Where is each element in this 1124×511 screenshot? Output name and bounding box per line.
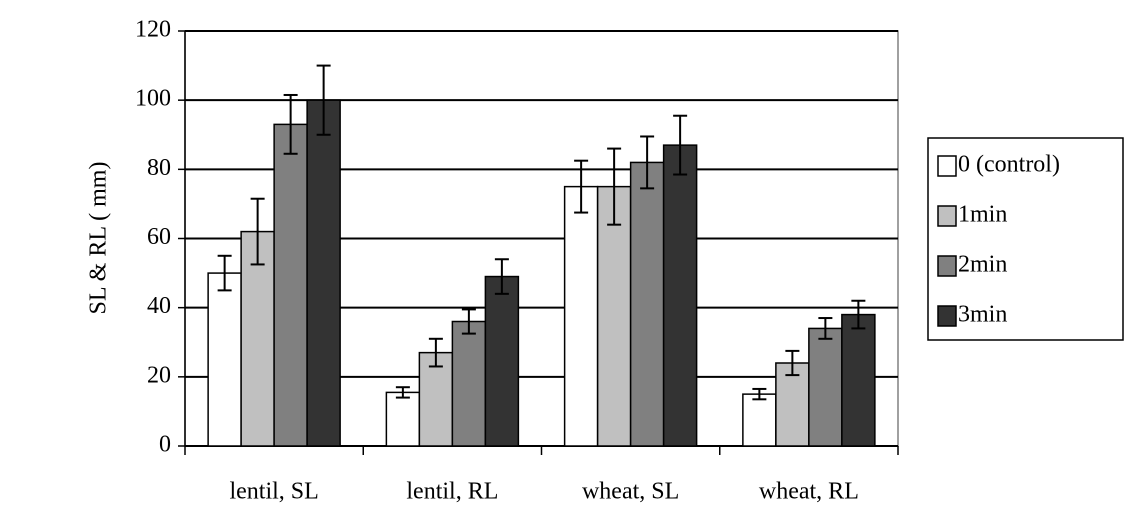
bar <box>451 320 487 447</box>
x-tick-label: wheat, RL <box>759 479 859 505</box>
legend-label: 2min <box>958 252 1007 278</box>
y-tick-label: 0 <box>159 432 171 458</box>
bar <box>385 391 421 447</box>
bar <box>273 123 308 447</box>
y-tick-label: 80 <box>147 155 171 181</box>
bar <box>306 99 341 447</box>
y-tick-label: 20 <box>147 362 171 388</box>
bar <box>484 275 520 447</box>
y-axis-label: SL & RL ( mm) <box>86 162 112 315</box>
y-tick-label: 60 <box>147 224 171 250</box>
bar <box>563 185 599 447</box>
bar <box>742 393 777 447</box>
legend-box <box>927 137 1124 341</box>
x-tick-label: lentil, SL <box>229 479 318 505</box>
x-tick-label: lentil, RL <box>406 479 498 505</box>
legend-label: 0 (control) <box>958 152 1060 178</box>
y-tick-label: 40 <box>147 293 171 319</box>
legend-swatch <box>937 255 957 277</box>
legend-swatch <box>937 305 957 327</box>
y-tick-label: 120 <box>135 17 171 43</box>
bar <box>207 272 242 447</box>
bar <box>629 161 665 447</box>
bar <box>662 144 698 447</box>
legend-swatch <box>937 155 957 177</box>
legend-swatch <box>937 205 957 227</box>
legend-label: 1min <box>958 202 1007 228</box>
legend-label: 3min <box>958 302 1007 328</box>
bar <box>841 313 876 447</box>
x-tick-label: wheat, SL <box>582 479 679 505</box>
bar <box>808 327 843 447</box>
bar <box>596 185 632 447</box>
y-tick-label: 100 <box>135 86 171 112</box>
bar <box>418 351 454 447</box>
